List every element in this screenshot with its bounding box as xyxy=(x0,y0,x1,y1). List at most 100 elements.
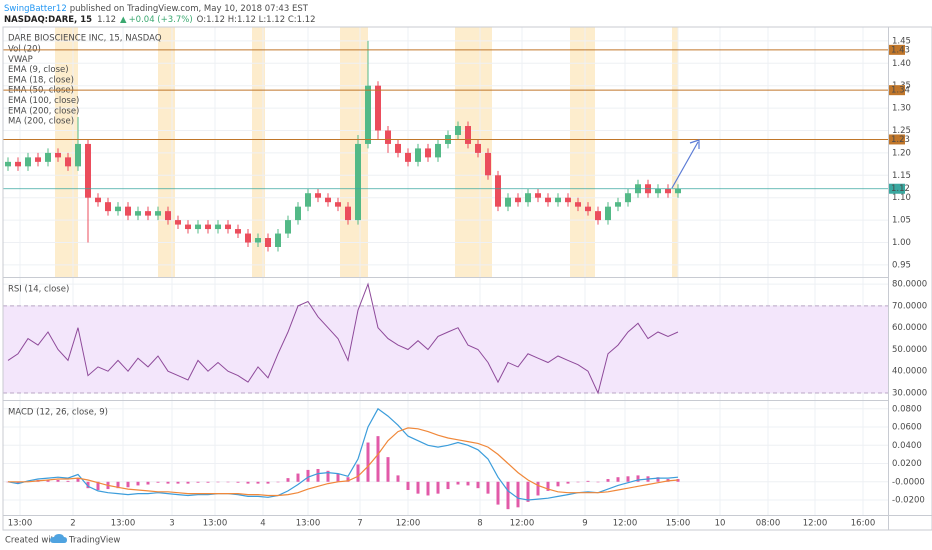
y-tick-label: 1.05 xyxy=(892,216,911,226)
author-link[interactable]: SwingBatter12 xyxy=(4,4,67,14)
session-band xyxy=(455,27,492,277)
candle-body xyxy=(135,211,141,216)
histogram-bar xyxy=(446,481,450,490)
x-tick-label: 12:00 xyxy=(396,519,421,529)
histogram-bar xyxy=(496,481,500,505)
histogram-bar xyxy=(126,481,130,488)
histogram-bar xyxy=(526,481,530,502)
histogram-bar xyxy=(616,477,620,482)
y-tick-label: 1.25 xyxy=(892,126,911,136)
candle-body xyxy=(165,211,171,221)
histogram-bar xyxy=(86,481,90,489)
histogram-bar xyxy=(626,476,630,482)
candle-body xyxy=(285,220,291,234)
histogram-bar xyxy=(656,477,660,482)
macd-line xyxy=(7,407,679,501)
footer-text: Created with xyxy=(5,536,59,546)
y-tick-label: 1.15 xyxy=(892,171,911,181)
indicator-label: EMA (18, close) xyxy=(8,75,74,85)
candle-body xyxy=(675,188,681,194)
candle-body xyxy=(505,197,511,207)
session-band xyxy=(55,27,78,277)
published-text: published on TradingView.com, May 10, 20… xyxy=(70,4,309,14)
x-tick-label: 9 xyxy=(582,519,587,529)
histogram-bar xyxy=(426,481,430,496)
histogram-bar xyxy=(386,457,390,482)
candle-body xyxy=(575,202,581,207)
session-band xyxy=(340,27,368,277)
y-tick-label: 0.0800 xyxy=(892,404,922,414)
candle-body xyxy=(495,175,501,207)
candle-body xyxy=(195,224,201,230)
y-tick-label: 1.45 xyxy=(892,36,911,46)
candle-body xyxy=(155,211,161,216)
symbol-line: NASDAQ:DARE, 15 1.12 ▲ +0.04 (+3.7%) O:1.12 … xyxy=(4,15,316,25)
candle-body xyxy=(425,148,431,158)
candle-body xyxy=(255,238,261,243)
histogram-bar xyxy=(146,481,150,485)
histogram-bar xyxy=(196,481,200,483)
histogram-bar xyxy=(486,481,490,494)
y-tick-label: 1.40 xyxy=(892,59,911,69)
candle-body xyxy=(355,143,361,221)
level-label: 1.43 xyxy=(891,45,910,55)
session-band xyxy=(570,27,595,277)
y-tick-label: 40.0000 xyxy=(892,367,927,377)
histogram-bar xyxy=(236,481,240,483)
candle-body xyxy=(85,143,91,198)
symbol: NASDAQ:DARE, 15 xyxy=(4,15,92,25)
candle-body xyxy=(95,197,101,203)
candle-body xyxy=(305,193,311,207)
candle-body xyxy=(545,197,551,203)
candle-body xyxy=(265,238,271,247)
session-shading xyxy=(55,27,678,277)
y-tick-label: 1.20 xyxy=(892,148,911,158)
rsi-line xyxy=(7,282,679,395)
histogram-bar xyxy=(466,481,470,486)
change: +0.04 (+3.7%) xyxy=(129,15,193,25)
histogram-bar xyxy=(396,475,400,482)
indicator-label: EMA (200, close) xyxy=(8,106,79,116)
candle-body xyxy=(665,188,671,194)
last-price-tag xyxy=(889,183,905,194)
chart-layer: 0.951.001.051.101.151.201.251.301.351.40… xyxy=(3,27,927,529)
candle-body xyxy=(315,193,321,198)
signal-line xyxy=(8,427,679,497)
y-tick-label: 0.95 xyxy=(892,260,911,270)
indicator-label: EMA (9, close) xyxy=(8,65,69,75)
x-tick-label: 12:00 xyxy=(510,519,535,529)
candle-body xyxy=(375,85,381,131)
histogram-bar xyxy=(356,464,360,482)
footer-brand[interactable]: TradingView xyxy=(68,536,120,546)
histogram-bar xyxy=(186,481,190,484)
histogram-bar xyxy=(576,481,580,483)
histogram-bar xyxy=(166,481,170,484)
pane-title: MACD (12, 26, close, 9) xyxy=(8,408,108,418)
x-tick-label: 13:00 xyxy=(8,519,33,529)
candle-body xyxy=(385,130,391,144)
candle-body xyxy=(615,202,621,207)
candle-body xyxy=(215,224,221,230)
histogram-bar xyxy=(436,481,440,494)
candle-body xyxy=(475,143,481,153)
histogram-bar xyxy=(266,481,270,484)
x-tick-label: 2 xyxy=(70,519,75,529)
histogram-bar xyxy=(366,442,370,482)
candle-body xyxy=(405,152,411,162)
candle-body xyxy=(435,143,441,158)
candle-body xyxy=(45,152,51,162)
level-tag xyxy=(889,134,905,145)
y-tick-label: 0.0600 xyxy=(892,423,922,433)
histogram-bar xyxy=(216,481,220,483)
x-tick-label: 10 xyxy=(715,519,726,529)
candle-body xyxy=(75,143,81,167)
level-label: 1.34 xyxy=(891,86,910,96)
candle-body xyxy=(55,152,61,158)
candle-body xyxy=(275,233,281,247)
histogram-bar xyxy=(406,481,410,490)
y-tick-label: 50.0000 xyxy=(892,345,927,355)
histogram-bar xyxy=(376,436,380,482)
histogram-bar xyxy=(316,468,320,482)
candle-body xyxy=(455,126,461,135)
